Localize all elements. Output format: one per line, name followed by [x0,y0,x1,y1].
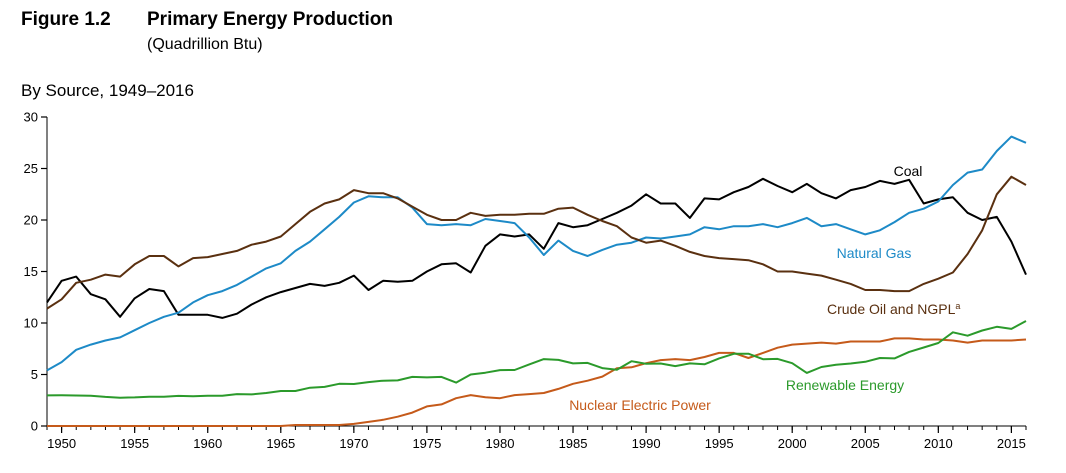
x-tick-label: 2000 [778,436,807,451]
chart-series [46,135,1027,427]
y-tick-label: 0 [31,419,38,434]
x-tick-label: 1995 [705,436,734,451]
y-tick-label: 10 [24,316,38,331]
series-label: Renewable Energy [786,377,904,393]
x-tick-label: 1980 [486,436,515,451]
panel-title: By Source, 1949–2016 [21,81,194,100]
series-label: Nuclear Electric Power [569,397,711,413]
series-labels: Coal Natural Gas Crude Oil and NGPLa Nuclea… [569,163,960,413]
chart-axes: 0 5 10 15 20 25 30 1950 1955 1960 1965 1970 1975 1980… [24,110,1027,451]
chart-title: Primary Energy Production [147,9,394,30]
x-tick-label: 1965 [266,436,295,451]
y-tick-label: 15 [24,264,38,279]
series-label: Crude Oil and NGPLa [827,301,960,317]
y-tick-label: 20 [24,213,38,228]
x-tick-label: 1955 [120,436,149,451]
x-tick-label: 1985 [559,436,588,451]
x-tick-label: 2010 [924,436,953,451]
series-line-renewable-energy [46,320,1027,399]
series-label: Coal [894,163,923,179]
x-tick-label: 1975 [412,436,441,451]
series-line-natural-gas [46,135,1027,372]
series-label: Natural Gas [837,245,912,261]
series-line-coal [46,177,1027,319]
series-line-crude-oil-and-ngpl [46,175,1027,310]
series-line-nuclear-electric-power [47,337,1027,427]
x-tick-label: 2015 [997,436,1026,451]
x-tick-label: 1990 [632,436,661,451]
y-tick-label: 25 [24,161,38,176]
figure-number: Figure 1.2 [21,9,111,30]
x-tick-label: 1960 [193,436,222,451]
x-tick-label: 2005 [851,436,880,451]
y-tick-label: 5 [31,367,38,382]
x-tick-label: 1970 [339,436,368,451]
x-tick-label: 1950 [47,436,76,451]
chart-subtitle: (Quadrillion Btu) [147,36,263,53]
y-tick-label: 30 [24,110,38,125]
